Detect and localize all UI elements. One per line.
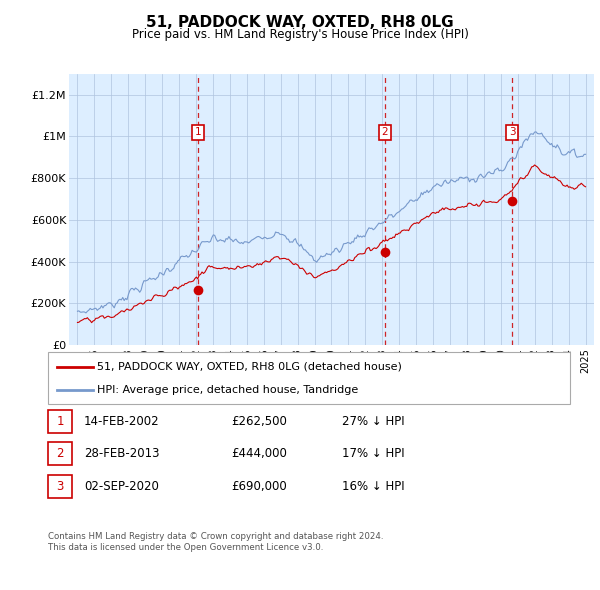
Text: Contains HM Land Registry data © Crown copyright and database right 2024.: Contains HM Land Registry data © Crown c… bbox=[48, 532, 383, 541]
Text: 2: 2 bbox=[382, 127, 388, 137]
Text: Price paid vs. HM Land Registry's House Price Index (HPI): Price paid vs. HM Land Registry's House … bbox=[131, 28, 469, 41]
Text: 14-FEB-2002: 14-FEB-2002 bbox=[84, 415, 160, 428]
Text: 51, PADDOCK WAY, OXTED, RH8 0LG: 51, PADDOCK WAY, OXTED, RH8 0LG bbox=[146, 15, 454, 30]
Text: 2: 2 bbox=[56, 447, 64, 460]
Text: This data is licensed under the Open Government Licence v3.0.: This data is licensed under the Open Gov… bbox=[48, 543, 323, 552]
Text: HPI: Average price, detached house, Tandridge: HPI: Average price, detached house, Tand… bbox=[97, 385, 358, 395]
Text: 27% ↓ HPI: 27% ↓ HPI bbox=[342, 415, 404, 428]
Text: 16% ↓ HPI: 16% ↓ HPI bbox=[342, 480, 404, 493]
Text: 1: 1 bbox=[195, 127, 202, 137]
Text: 3: 3 bbox=[56, 480, 64, 493]
Text: 02-SEP-2020: 02-SEP-2020 bbox=[84, 480, 159, 493]
Text: 1: 1 bbox=[56, 415, 64, 428]
Text: 17% ↓ HPI: 17% ↓ HPI bbox=[342, 447, 404, 460]
Text: £690,000: £690,000 bbox=[231, 480, 287, 493]
Text: £262,500: £262,500 bbox=[231, 415, 287, 428]
Text: 3: 3 bbox=[509, 127, 515, 137]
Text: 51, PADDOCK WAY, OXTED, RH8 0LG (detached house): 51, PADDOCK WAY, OXTED, RH8 0LG (detache… bbox=[97, 362, 402, 372]
Text: 28-FEB-2013: 28-FEB-2013 bbox=[84, 447, 160, 460]
Text: £444,000: £444,000 bbox=[231, 447, 287, 460]
